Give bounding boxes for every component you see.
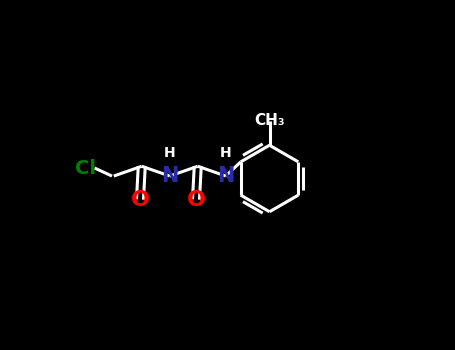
- Text: CH₃: CH₃: [254, 113, 285, 128]
- Text: O: O: [187, 189, 206, 210]
- Text: H: H: [220, 146, 232, 160]
- Text: O: O: [131, 189, 150, 210]
- Text: N: N: [217, 166, 234, 186]
- Text: H: H: [164, 146, 176, 160]
- Text: N: N: [161, 166, 178, 186]
- Text: Cl: Cl: [75, 159, 96, 177]
